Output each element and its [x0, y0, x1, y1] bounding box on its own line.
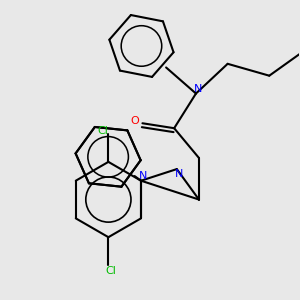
Text: N: N — [194, 84, 202, 94]
Text: N: N — [139, 171, 147, 181]
Text: N: N — [175, 169, 183, 179]
Text: Cl: Cl — [105, 266, 116, 276]
Text: O: O — [130, 116, 139, 126]
Text: Cl: Cl — [97, 126, 108, 136]
